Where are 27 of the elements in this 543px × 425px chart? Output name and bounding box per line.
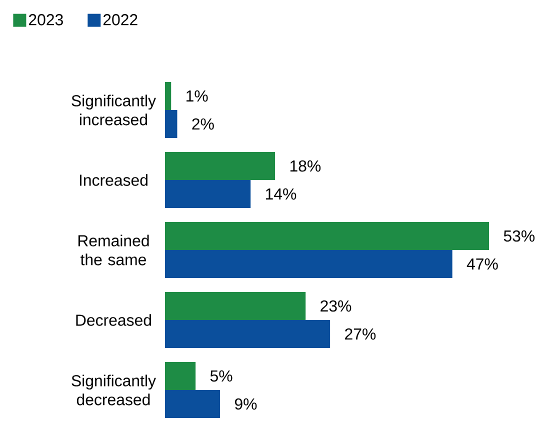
bar <box>165 82 172 110</box>
data-label: 14% <box>266 188 296 200</box>
data-label: 9% <box>234 398 257 410</box>
bar <box>165 180 251 208</box>
data-label: 18% <box>290 160 321 172</box>
data-label: 53% <box>504 230 535 242</box>
bar <box>165 292 306 320</box>
y-tick-label: Decreased <box>76 314 151 326</box>
data-label: 27% <box>345 328 376 340</box>
legend-label: 2022 <box>103 14 138 26</box>
data-label: 1% <box>186 90 208 102</box>
bar <box>165 222 490 250</box>
bar <box>165 110 178 138</box>
data-label: 23% <box>320 300 352 312</box>
y-tick-label: Increased <box>80 174 148 186</box>
data-label: 5% <box>210 370 232 382</box>
data-label: 47% <box>466 258 498 270</box>
bar <box>165 152 276 180</box>
bar <box>165 250 452 278</box>
y-tick-label: Remained the same <box>78 234 149 266</box>
bar <box>165 362 196 390</box>
legend-label: 2023 <box>28 14 63 26</box>
data-label: 2% <box>192 118 214 130</box>
bar <box>165 320 330 348</box>
y-tick-label: Significantly decreased <box>72 374 156 406</box>
bar <box>165 390 220 418</box>
y-tick-label: Significantly increased <box>72 94 156 126</box>
